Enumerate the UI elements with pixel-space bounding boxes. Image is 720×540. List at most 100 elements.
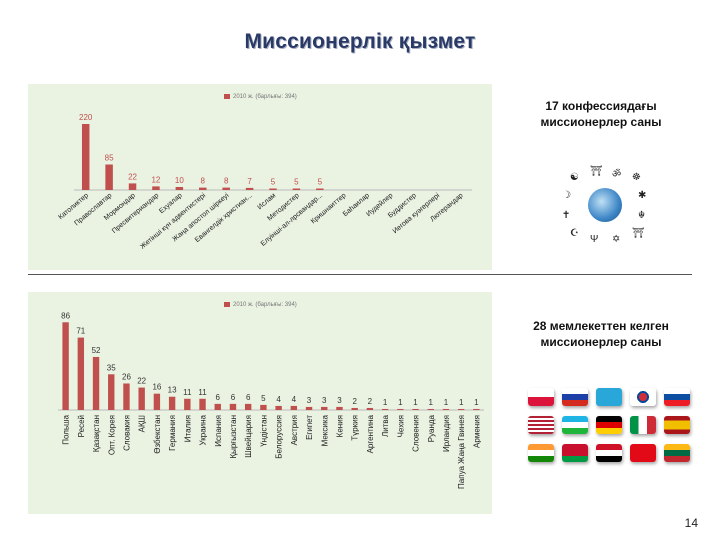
data-label-26: 1 bbox=[444, 398, 449, 407]
category-label-13: Швейцария bbox=[244, 415, 253, 458]
category-label-26: Ирландия bbox=[442, 415, 451, 452]
om-icon: ॐ bbox=[612, 169, 622, 180]
khanda-icon: ☬ bbox=[638, 210, 646, 221]
data-label-10: 5 bbox=[294, 178, 299, 187]
confession-bar-chart: 220Католиктер85Православтар22Мормондар12… bbox=[57, 113, 472, 251]
category-label-6: АҚШ bbox=[138, 415, 147, 432]
divider bbox=[28, 274, 692, 275]
bar-8 bbox=[168, 396, 176, 410]
crescent-icon: ☽ bbox=[562, 190, 571, 201]
country-chart-panel: 2010 ж. (барлығы: 394) 86 Польша 71 Ресей 52… bbox=[28, 292, 492, 514]
yin-yang-icon: ☯ bbox=[570, 172, 579, 183]
data-label-13: 6 bbox=[246, 393, 251, 402]
data-label-27: 1 bbox=[459, 398, 464, 407]
trident-icon: Ψ bbox=[590, 234, 599, 245]
bar-22 bbox=[381, 408, 389, 410]
bar-13 bbox=[244, 403, 252, 410]
data-label-6: 22 bbox=[137, 377, 146, 386]
bar-1 bbox=[81, 124, 90, 190]
bar-4 bbox=[108, 374, 115, 410]
category-label-1: Польша bbox=[62, 414, 71, 444]
legend-swatch bbox=[224, 302, 230, 307]
data-label-4: 12 bbox=[151, 175, 160, 184]
bar-19 bbox=[336, 406, 343, 410]
category-label-4: Опт. Корея bbox=[107, 415, 116, 455]
category-label-16: Австрия bbox=[290, 415, 299, 445]
data-label-28: 1 bbox=[474, 398, 479, 407]
data-label-23: 1 bbox=[398, 398, 403, 407]
category-label-8: Германия bbox=[168, 415, 177, 451]
spain-flag-icon bbox=[664, 416, 690, 434]
bar-21 bbox=[366, 407, 374, 410]
data-label-8: 13 bbox=[168, 386, 177, 395]
temple-icon: ⛩ bbox=[590, 166, 603, 177]
bar-1 bbox=[62, 322, 69, 410]
bar-27 bbox=[457, 408, 465, 410]
italy-flag-icon bbox=[630, 416, 656, 434]
gate-icon: ⛩ bbox=[632, 228, 645, 239]
bar-9 bbox=[269, 188, 277, 190]
data-label-2: 71 bbox=[76, 327, 85, 336]
germany-flag-icon bbox=[596, 416, 622, 434]
page-number: 14 bbox=[684, 516, 698, 530]
data-label-9: 5 bbox=[271, 178, 276, 187]
bar-15 bbox=[275, 405, 282, 410]
data-label-19: 3 bbox=[337, 396, 342, 405]
category-label-18: Мексика bbox=[320, 414, 329, 446]
bar-8 bbox=[245, 187, 254, 190]
data-label-1: 220 bbox=[79, 113, 93, 122]
data-label-20: 2 bbox=[352, 397, 357, 406]
data-label-22: 1 bbox=[383, 398, 388, 407]
data-label-1: 86 bbox=[61, 311, 70, 320]
south-korea-flag-icon bbox=[630, 388, 656, 406]
bar-14 bbox=[260, 404, 267, 410]
category-label-11: Испания bbox=[214, 415, 223, 447]
category-label-2: Ресей bbox=[77, 415, 86, 437]
legend-label: 2010 ж. (барлығы: 394) bbox=[233, 94, 297, 101]
usa-flag-icon bbox=[528, 416, 554, 434]
turkey-flag-icon bbox=[630, 444, 656, 462]
data-label-14: 5 bbox=[261, 394, 266, 403]
data-label-3: 22 bbox=[128, 172, 137, 181]
bar-11 bbox=[214, 403, 221, 410]
category-label-17: Египет bbox=[305, 415, 314, 440]
bar-17 bbox=[305, 406, 313, 410]
bar-6 bbox=[199, 187, 207, 190]
bar-16 bbox=[290, 405, 298, 410]
category-label-12: Қырғызстан bbox=[229, 415, 238, 459]
bar-7 bbox=[222, 187, 230, 190]
asterisk-icon: ✱ bbox=[638, 190, 647, 201]
bar-25 bbox=[427, 408, 434, 410]
religion-symbols-illustration: ☯ ⛩ ॐ ☸ ☽ ✱ ✝ ☬ ☪ Ψ ✡ ⛩ bbox=[560, 166, 650, 250]
bar-2 bbox=[105, 164, 113, 190]
data-label-11: 6 bbox=[216, 393, 221, 402]
category-label-5: Словакия bbox=[122, 415, 131, 451]
cross-icon: ✝ bbox=[562, 210, 571, 221]
data-label-9: 11 bbox=[183, 388, 192, 397]
page-title: Миссионерлік қызмет bbox=[244, 30, 476, 53]
lithuania-flag-icon bbox=[664, 444, 690, 462]
legend-swatch bbox=[224, 94, 230, 99]
category-label-15: Белоруссия bbox=[275, 415, 284, 459]
bar-10 bbox=[199, 398, 206, 410]
bar-3 bbox=[92, 356, 100, 410]
star-crescent-icon: ☪ bbox=[570, 228, 579, 239]
data-label-15: 4 bbox=[276, 395, 281, 404]
bar-7 bbox=[153, 393, 161, 410]
category-label-24: Словения bbox=[412, 415, 421, 452]
data-label-12: 6 bbox=[231, 393, 236, 402]
flags-illustration bbox=[522, 384, 702, 468]
category-label-19: Кения bbox=[335, 415, 344, 437]
data-label-11: 5 bbox=[318, 178, 323, 187]
category-label-28: Армения bbox=[472, 415, 481, 448]
data-label-3: 52 bbox=[92, 346, 101, 355]
bar-11 bbox=[316, 188, 324, 190]
category-label-10: Украина bbox=[199, 414, 208, 445]
chart1-legend: 2010 ж. (барлығы: 394) bbox=[224, 94, 297, 100]
bar-23 bbox=[397, 408, 404, 410]
bar-12 bbox=[229, 403, 237, 410]
bar-5 bbox=[123, 383, 130, 410]
data-label-8: 7 bbox=[247, 177, 252, 186]
data-label-4: 35 bbox=[107, 363, 116, 372]
